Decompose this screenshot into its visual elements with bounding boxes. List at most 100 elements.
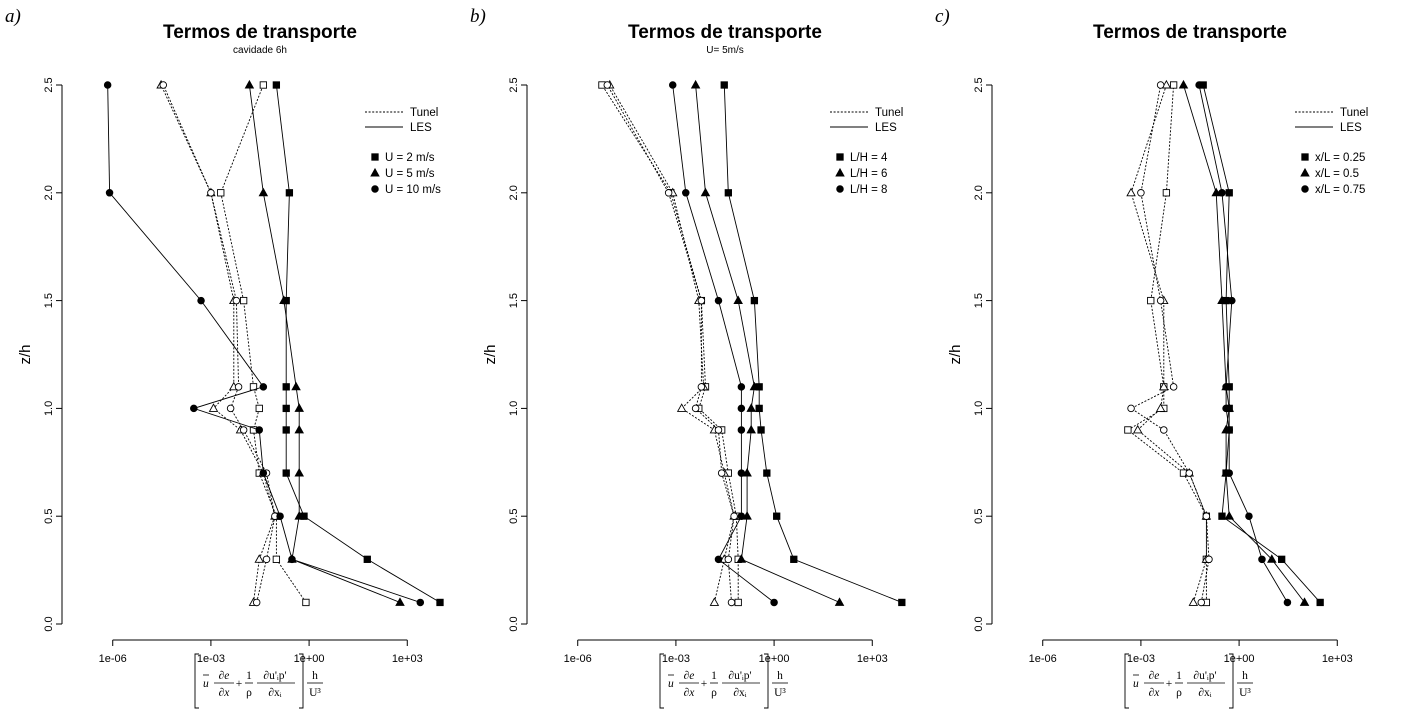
legend-marker xyxy=(371,153,379,161)
data-point xyxy=(736,554,747,563)
legend-label: L/H = 4 xyxy=(850,152,888,164)
x-axis-label: u ∂e ∂x +1 ρ ∂u'ᵢp' ∂xᵢ h U³ xyxy=(194,653,323,709)
y-tick-label: 1.5 xyxy=(43,293,55,308)
data-point xyxy=(259,469,268,477)
panel-label: c) xyxy=(935,6,950,27)
data-point xyxy=(259,81,267,89)
series-les-triangle xyxy=(1178,79,1310,606)
xlabel-dedx-den: ∂x xyxy=(219,687,231,699)
data-point xyxy=(790,555,798,563)
data-point xyxy=(734,598,742,607)
data-point xyxy=(697,296,706,305)
x-axis: 1e-06 1e-03 1e+00 1e+03 xyxy=(99,639,423,665)
data-point xyxy=(288,555,296,564)
data-point xyxy=(1202,512,1211,520)
data-point xyxy=(1299,597,1310,606)
legend-label: U = 5 m/s xyxy=(385,168,435,180)
xlabel-dedx-den: ∂x xyxy=(1149,687,1161,699)
xlabel-one: 1 xyxy=(246,670,252,682)
xlabel-one: 1 xyxy=(711,670,717,682)
data-point xyxy=(727,598,736,607)
y-axis-label: z/h xyxy=(17,344,34,364)
xlabel-h: h xyxy=(777,670,783,682)
series-les-circle xyxy=(668,81,778,607)
xlabel-dup-den: ∂xᵢ xyxy=(733,687,746,699)
y-axis: 0.0 0.5 1.0 1.5 2.0 2.5 z/h xyxy=(947,77,993,632)
data-point xyxy=(282,426,290,434)
data-point xyxy=(737,404,746,413)
xlabel-dup-den: ∂xᵢ xyxy=(1198,687,1211,699)
legend-marker xyxy=(1301,185,1309,193)
data-point xyxy=(1132,424,1143,434)
data-point xyxy=(207,189,215,197)
series-line xyxy=(248,84,401,603)
series-line xyxy=(606,84,735,603)
data-point xyxy=(1156,296,1165,305)
legend-label: LES xyxy=(410,122,432,134)
data-point xyxy=(302,598,310,607)
data-point xyxy=(749,381,760,391)
legend-label: Tunel xyxy=(1340,107,1368,119)
data-point xyxy=(714,426,723,434)
data-point xyxy=(244,79,255,89)
x-tick-label: 1e+00 xyxy=(294,653,325,665)
data-point xyxy=(1245,512,1253,520)
data-point xyxy=(1225,189,1233,197)
x-tick-label: 1e+00 xyxy=(759,653,790,665)
xlabel-dup-num: ∂u'ᵢp' xyxy=(728,670,751,682)
y-axis-label: z/h xyxy=(947,344,964,364)
data-point xyxy=(1228,296,1236,305)
x-tick-label: 1e+00 xyxy=(1224,653,1255,665)
xlabel-dedx-num: ∂e xyxy=(1149,670,1160,682)
data-point xyxy=(1147,296,1155,305)
data-point xyxy=(1283,598,1292,607)
data-point xyxy=(1195,81,1203,89)
x-axis: 1e-06 1e-03 1e+00 1e+03 xyxy=(564,639,888,665)
xlabel-rho: ρ xyxy=(246,687,252,699)
data-point xyxy=(255,426,264,434)
data-point xyxy=(755,404,763,413)
data-point xyxy=(668,81,677,89)
data-point xyxy=(1222,383,1230,391)
legend-marker xyxy=(836,185,844,193)
panel-subtitle: U= 5m/s xyxy=(706,45,744,56)
y-tick-label: 2.5 xyxy=(43,77,55,92)
x-axis: 1e-06 1e-03 1e+00 1e+03 xyxy=(1029,639,1353,665)
data-point xyxy=(750,296,759,305)
data-point xyxy=(159,81,168,89)
legend-label: Tunel xyxy=(410,107,438,119)
legend-label: U = 2 m/s xyxy=(385,152,435,164)
data-point xyxy=(416,598,425,607)
series-line xyxy=(609,84,735,603)
data-point xyxy=(1156,81,1165,89)
data-point xyxy=(1267,554,1277,563)
data-point xyxy=(1225,469,1233,477)
data-point xyxy=(217,189,225,197)
data-point xyxy=(746,403,756,412)
data-point xyxy=(724,555,733,564)
series-line xyxy=(1127,84,1207,603)
data-point xyxy=(208,403,219,412)
data-point xyxy=(697,383,706,391)
series-line xyxy=(672,84,775,603)
panel-label: b) xyxy=(470,6,486,27)
data-point xyxy=(763,469,771,477)
y-tick-label: 1.0 xyxy=(508,401,520,416)
xlabel-u: u xyxy=(1133,678,1139,690)
data-point xyxy=(259,383,268,391)
series-tunel-square xyxy=(217,81,310,607)
data-point xyxy=(105,189,114,197)
data-point xyxy=(255,404,263,413)
data-point xyxy=(720,81,728,89)
legend-label: LES xyxy=(1340,122,1362,134)
series-les-square xyxy=(720,81,906,607)
y-tick-label: 2.5 xyxy=(508,77,520,92)
data-point xyxy=(1225,426,1233,434)
data-point xyxy=(737,469,746,477)
data-point xyxy=(258,187,269,197)
panel-title: Termos de transporte xyxy=(1093,22,1287,43)
data-point xyxy=(664,189,673,197)
series-line xyxy=(723,84,902,603)
series-tunel-square xyxy=(598,81,742,607)
data-point xyxy=(1162,189,1171,197)
